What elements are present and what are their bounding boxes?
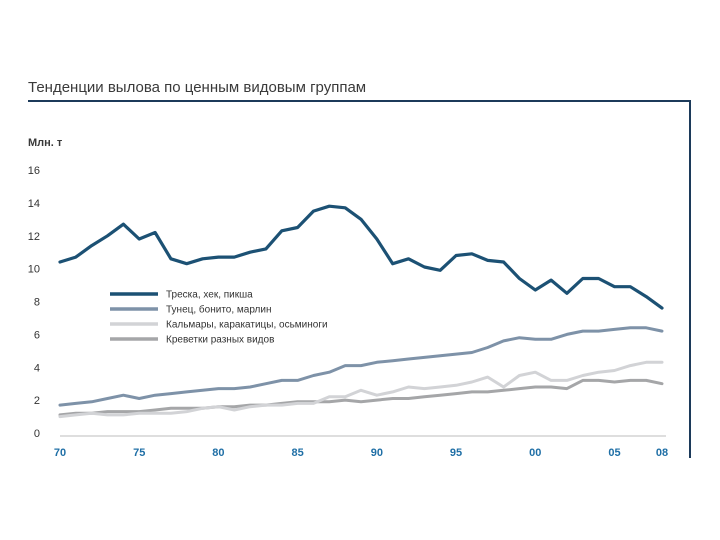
series-line-3 xyxy=(58,360,664,419)
x-tick-label: 85 xyxy=(292,447,304,459)
legend-label-3: Кальмары, каракатицы, осьминоги xyxy=(166,320,328,331)
legend-label-1: Треска, хек, пикша xyxy=(166,290,253,301)
y-axis-unit-label: Млн. т xyxy=(28,137,63,149)
y-tick-label: 0 xyxy=(34,428,40,440)
y-tick-label: 4 xyxy=(34,362,40,374)
y-tick-label: 16 xyxy=(28,165,40,177)
x-tick-label: 05 xyxy=(608,447,620,459)
x-tick-label: 90 xyxy=(371,447,383,459)
x-tick-label: 75 xyxy=(133,447,145,459)
series-line-4 xyxy=(58,378,664,417)
legend-label-2: Тунец, бонито, марлин xyxy=(166,304,272,316)
y-tick-label: 14 xyxy=(28,198,40,210)
x-tick-label: 00 xyxy=(529,447,541,459)
series-line-2 xyxy=(58,326,664,407)
y-tick-label: 12 xyxy=(28,231,40,243)
chart-title: Тенденции вылова по ценным видовым групп… xyxy=(28,79,366,96)
series-group xyxy=(58,204,664,419)
x-tick-label: 08 xyxy=(656,447,668,459)
y-tick-label: 8 xyxy=(34,297,40,309)
y-tick-label: 6 xyxy=(34,329,40,341)
legend-label-4: Креветки разных видов xyxy=(166,335,274,346)
axes-group: 0 2 4 6 8 10 12 14 16 70 75 80 85 90 95 00 05 08 xyxy=(28,165,668,459)
y-tick-label: 10 xyxy=(28,264,40,276)
x-tick-label: 80 xyxy=(212,447,224,459)
legend: Треска, хек, пикша Тунец, бонито, марлин К… xyxy=(110,290,328,346)
y-tick-label: 2 xyxy=(34,395,40,407)
x-tick-label: 95 xyxy=(450,447,462,459)
x-tick-label: 70 xyxy=(54,447,66,459)
series-line-1 xyxy=(58,204,664,310)
